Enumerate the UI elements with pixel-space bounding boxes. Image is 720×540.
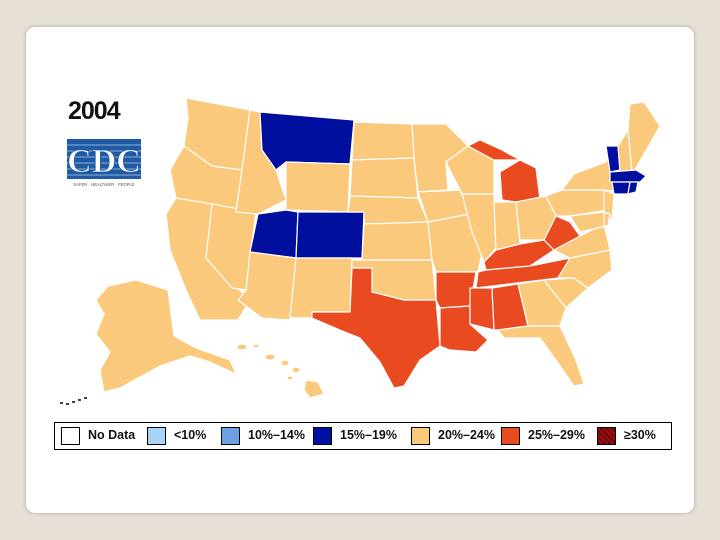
cdc-logo-bg — [67, 139, 141, 179]
alaska-islands — [60, 397, 87, 405]
legend-swatch — [313, 427, 332, 445]
state-AK — [95, 279, 237, 393]
legend-swatch — [221, 427, 240, 445]
state-KS — [361, 221, 433, 261]
state-IN — [493, 201, 521, 251]
state-ND — [351, 121, 415, 161]
state-CO — [295, 211, 365, 259]
cdc-logo-text: CDC — [67, 143, 141, 180]
state-MS — [469, 287, 495, 331]
state-FL — [497, 325, 585, 387]
state-MA — [609, 169, 647, 183]
legend-label: 15%–19% — [340, 428, 397, 442]
state-NM — [289, 257, 353, 319]
legend-swatch — [597, 427, 616, 445]
state-ME — [627, 101, 661, 173]
legend-label: ≥30% — [624, 428, 656, 442]
state-MI — [499, 159, 541, 203]
legend: No Data <10% 10%–14% 15%–19% 20%–24% 25%… — [54, 422, 672, 450]
state-MI-UP — [467, 139, 521, 161]
legend-swatch — [147, 427, 166, 445]
legend-label: 25%–29% — [528, 428, 585, 442]
cdc-logo-tagline: SAFER · HEALTHIER · PEOPLE — [73, 182, 135, 187]
cdc-logo: CDC SAFER · HEALTHIER · PEOPLE — [65, 137, 143, 189]
legend-label: 10%–14% — [248, 428, 305, 442]
state-WV — [543, 215, 581, 251]
map-title: 2004 — [68, 97, 121, 125]
state-MN — [411, 123, 469, 193]
state-WY — [285, 161, 351, 213]
legend-label: 20%–24% — [438, 428, 495, 442]
state-CT — [611, 181, 631, 195]
legend-label: <10% — [174, 428, 207, 442]
state-HI — [236, 343, 325, 399]
state-IL — [461, 193, 497, 263]
state-GA — [517, 279, 567, 327]
state-TX — [311, 267, 441, 389]
legend-label: No Data — [88, 428, 136, 442]
state-UT — [249, 209, 299, 259]
legend-swatch — [61, 427, 80, 445]
legend-swatch — [411, 427, 430, 445]
state-WI — [445, 145, 495, 195]
state-MT — [259, 111, 355, 171]
state-RI — [627, 181, 639, 195]
state-SD — [349, 157, 419, 199]
legend-swatch — [501, 427, 520, 445]
state-DE — [603, 211, 611, 227]
